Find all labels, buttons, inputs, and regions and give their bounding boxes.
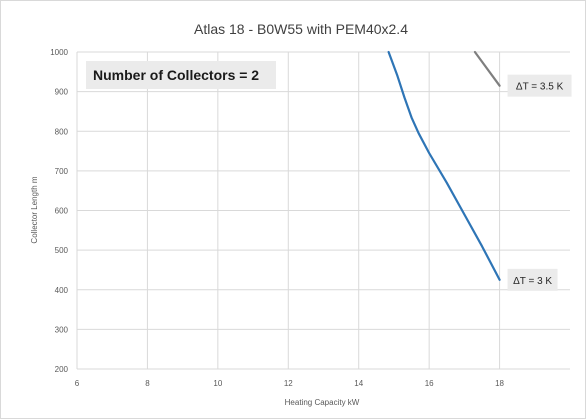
x-tick-label: 8 xyxy=(145,379,150,388)
grid-layer xyxy=(76,51,570,370)
series-label-text: ΔT = 3 K xyxy=(513,276,552,287)
y-tick-label: 900 xyxy=(55,88,69,97)
x-tick-label: 10 xyxy=(213,379,222,388)
series-label-0: ΔT = 3.5 K xyxy=(507,74,572,97)
series-label-box xyxy=(507,268,558,291)
collectors-annotation-text: Number of Collectors = 2 xyxy=(93,67,259,83)
chart-title: Atlas 18 - B0W55 with PEM40x2.4 xyxy=(194,21,408,37)
x-axis-label: Heating Capacity kW xyxy=(285,398,360,407)
x-tick-label: 14 xyxy=(354,379,363,388)
y-tick-label: 600 xyxy=(55,207,69,216)
y-tick-label: 300 xyxy=(55,325,69,334)
y-tick-label: 700 xyxy=(55,167,69,176)
collectors-annotation-box xyxy=(86,61,276,89)
x-tick-label: 12 xyxy=(284,379,293,388)
series-label-box xyxy=(507,74,572,97)
y-tick-label: 200 xyxy=(55,365,69,374)
collectors-annotation: Number of Collectors = 2 xyxy=(86,61,276,89)
y-tick-label: 400 xyxy=(55,286,69,295)
series-label-layer: ΔT = 3.5 K ΔT = 3 K xyxy=(507,74,572,291)
series-layer xyxy=(387,50,501,281)
series-line-0 xyxy=(473,50,501,87)
y-axis-label: Collector Length m xyxy=(30,176,39,243)
series-line-1 xyxy=(387,50,501,281)
x-tick-label: 18 xyxy=(495,379,504,388)
series-label-text: ΔT = 3.5 K xyxy=(516,82,564,93)
tick-layer: 200 300 400 500 600 700 800 900 1000 6 8 10 12 14 16 18 xyxy=(50,48,504,388)
y-tick-label: 800 xyxy=(55,127,69,136)
y-tick-label: 1000 xyxy=(50,48,68,57)
series-label-1: ΔT = 3 K xyxy=(507,268,558,291)
x-tick-label: 6 xyxy=(75,379,80,388)
y-tick-label: 500 xyxy=(55,246,69,255)
x-tick-label: 16 xyxy=(425,379,434,388)
